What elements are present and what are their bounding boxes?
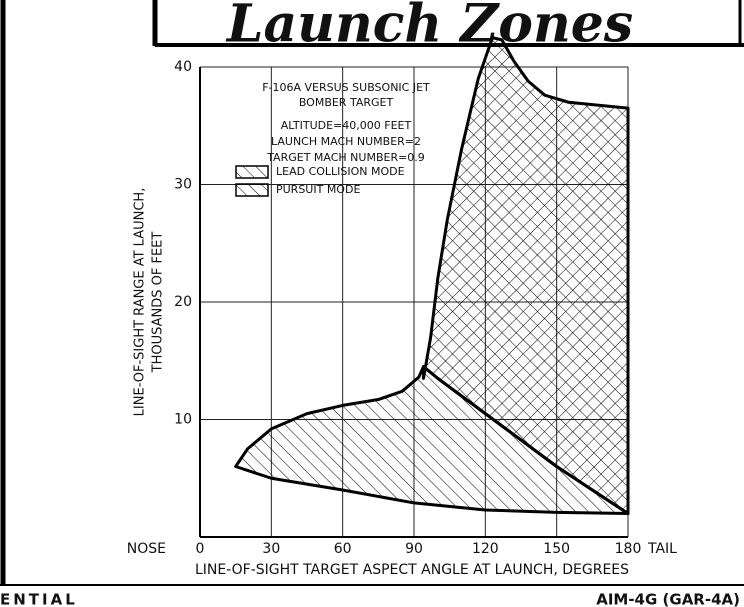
y-tick-label: 10 <box>174 412 192 428</box>
annotation: ALTITUDE=40,000 FEET <box>281 119 412 132</box>
x-tick-label: 120 <box>472 541 499 557</box>
x-right-label: TAIL <box>647 541 677 557</box>
x-tick-label: 0 <box>196 541 205 557</box>
x-tick-label: 30 <box>262 541 280 557</box>
y-tick-label: 40 <box>174 59 192 75</box>
legend-label: LEAD COLLISION MODE <box>276 165 405 178</box>
annotation: TARGET MACH NUMBER=0.9 <box>266 151 425 164</box>
annotation: F-106A VERSUS SUBSONIC JET <box>262 81 430 94</box>
y-axis-label: LINE-OF-SIGHT RANGE AT LAUNCH, <box>133 188 148 417</box>
legend-swatch <box>235 183 269 197</box>
y-tick-label: 30 <box>174 177 192 193</box>
footer-right: AIM-4G (GAR-4A) <box>596 591 740 607</box>
legend-swatch <box>235 165 269 179</box>
x-tick-label: 60 <box>334 541 352 557</box>
zone-area <box>234 365 630 515</box>
chart-title: Launch Zones <box>225 0 633 55</box>
x-axis-label: LINE-OF-SIGHT TARGET ASPECT ANGLE AT LAU… <box>195 562 629 578</box>
y-tick-label: 20 <box>174 294 192 310</box>
x-tick-label: 90 <box>405 541 423 557</box>
annotation: BOMBER TARGET <box>299 96 394 109</box>
annotation: LAUNCH MACH NUMBER=2 <box>271 135 421 148</box>
x-tick-label: 180 <box>615 541 642 557</box>
x-left-label: NOSE <box>127 541 166 557</box>
legend-label: PURSUIT MODE <box>276 183 360 196</box>
footer-left: ENTIAL <box>0 591 78 607</box>
y-axis-label: THOUSANDS OF FEET <box>151 232 166 374</box>
x-tick-label: 150 <box>543 541 570 557</box>
